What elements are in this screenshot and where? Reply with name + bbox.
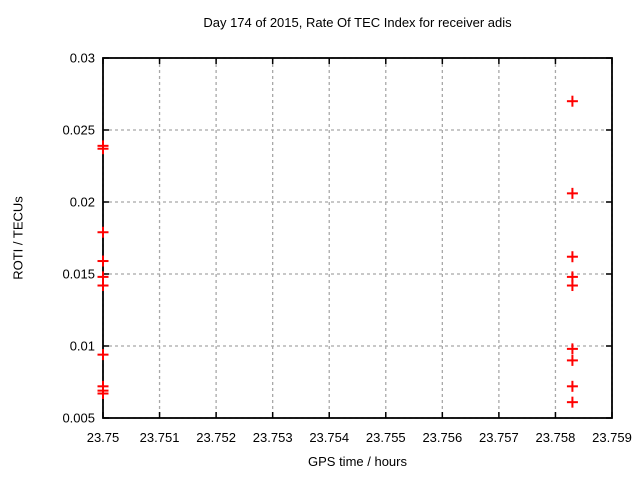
x-tick-label: 23.753 [253,430,293,445]
x-tick-label: 23.758 [536,430,576,445]
y-tick-label: 0.005 [62,411,95,426]
plot-border [102,57,613,419]
x-tick-label: 23.757 [479,430,519,445]
x-tick-label: 23.759 [592,430,632,445]
x-tick-label: 23.755 [366,430,406,445]
x-tick-label: 23.752 [196,430,236,445]
x-tick-label: 23.756 [422,430,462,445]
x-tick-label: 23.754 [309,430,349,445]
y-tick-label: 0.025 [62,123,95,138]
y-tick-label: 0.01 [70,339,95,354]
x-tick-label: 23.751 [140,430,180,445]
y-tick-label: 0.015 [62,267,95,282]
y-tick-label: 0.03 [70,51,95,66]
chart-title: Day 174 of 2015, Rate Of TEC Index for r… [203,15,512,30]
x-axis-label: GPS time / hours [308,454,407,469]
y-tick-label: 0.02 [70,195,95,210]
x-tick-label: 23.75 [87,430,120,445]
